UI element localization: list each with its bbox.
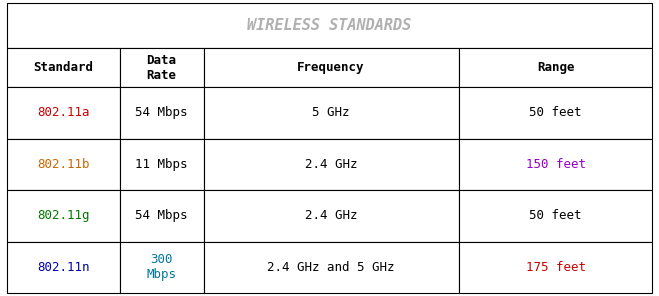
Text: 54 Mbps: 54 Mbps: [135, 209, 188, 222]
Bar: [7, 139, 120, 190]
Text: 2.4 GHz and 5 GHz: 2.4 GHz and 5 GHz: [268, 261, 395, 274]
Text: Standard: Standard: [33, 61, 93, 74]
Text: Range: Range: [537, 61, 574, 74]
Bar: [7, 87, 120, 139]
Bar: [459, 242, 652, 293]
Bar: [204, 190, 459, 242]
Bar: [204, 139, 459, 190]
Bar: [120, 190, 204, 242]
Bar: [204, 242, 459, 293]
Text: 54 Mbps: 54 Mbps: [135, 106, 188, 119]
Bar: [7, 242, 120, 293]
Bar: [120, 87, 204, 139]
Bar: [7, 3, 652, 48]
Text: 150 feet: 150 feet: [525, 158, 586, 171]
Text: 50 feet: 50 feet: [529, 209, 582, 222]
Bar: [120, 48, 204, 87]
Text: 50 feet: 50 feet: [529, 106, 582, 119]
Text: 802.11n: 802.11n: [37, 261, 90, 274]
Text: WIRELESS STANDARDS: WIRELESS STANDARDS: [247, 18, 412, 33]
Text: 2.4 GHz: 2.4 GHz: [305, 209, 357, 222]
Bar: [120, 139, 204, 190]
Text: 2.4 GHz: 2.4 GHz: [305, 158, 357, 171]
Bar: [459, 190, 652, 242]
Bar: [120, 242, 204, 293]
Text: 175 feet: 175 feet: [525, 261, 586, 274]
Text: 11 Mbps: 11 Mbps: [135, 158, 188, 171]
Text: Data
Rate: Data Rate: [146, 54, 177, 81]
Text: 300
Mbps: 300 Mbps: [146, 253, 177, 281]
Text: Frequency: Frequency: [297, 61, 365, 74]
Bar: [204, 48, 459, 87]
Text: 802.11b: 802.11b: [37, 158, 90, 171]
Bar: [459, 48, 652, 87]
Bar: [459, 139, 652, 190]
Bar: [204, 87, 459, 139]
Bar: [7, 190, 120, 242]
Text: 802.11g: 802.11g: [37, 209, 90, 222]
Text: 5 GHz: 5 GHz: [312, 106, 350, 119]
Text: 802.11a: 802.11a: [37, 106, 90, 119]
Bar: [7, 48, 120, 87]
Bar: [459, 87, 652, 139]
